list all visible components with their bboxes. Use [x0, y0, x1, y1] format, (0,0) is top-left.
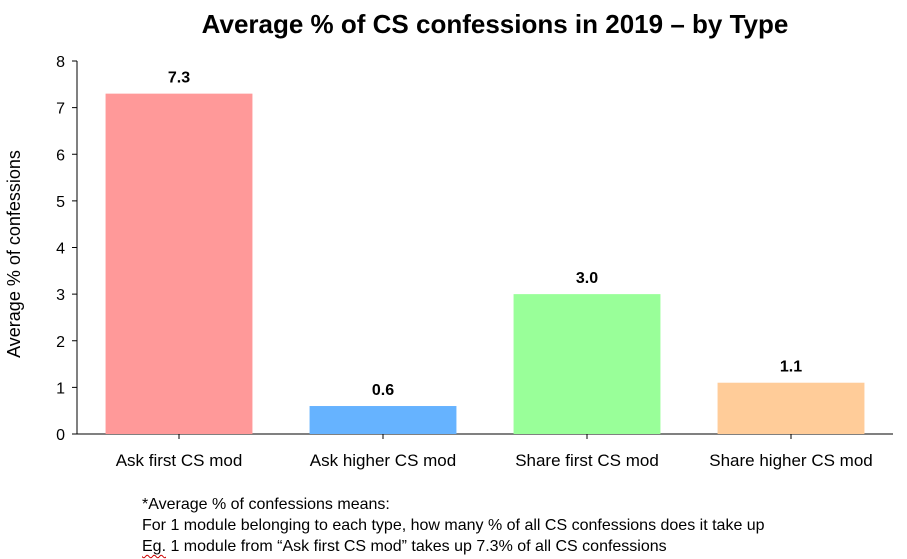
x-tick-label-3: Share first CS mod [515, 451, 659, 470]
y-tick-label-1: 1 [56, 380, 65, 397]
y-tick-label-7: 7 [56, 101, 65, 118]
footnote: *Average % of confessions means: For 1 m… [142, 494, 765, 557]
chart-title: Average % of CS confessions in 2019 – by… [202, 9, 789, 39]
footnote-eg: Eg. [142, 538, 167, 555]
y-tick-label-0: 0 [56, 427, 65, 444]
y-tick-label-6: 6 [56, 147, 65, 164]
y-tick-label-2: 2 [56, 334, 65, 351]
plot-area: 0 1 2 3 4 5 6 7 8 Ask first CS mod 7.3 Ask higher C… [56, 54, 893, 470]
y-tick-label-8: 8 [56, 54, 65, 71]
y-axis-label: Average % of confessions [4, 150, 24, 358]
footnote-line-1: *Average % of confessions means: [142, 496, 390, 513]
data-label-1: 7.3 [168, 70, 190, 87]
bar-4 [717, 382, 865, 434]
y-tick-label-5: 5 [56, 194, 65, 211]
bar-3 [513, 294, 661, 434]
y-tick-label-3: 3 [56, 287, 65, 304]
footnote-line-2: For 1 module belonging to each type, how… [142, 517, 765, 534]
bar-2 [309, 406, 457, 434]
bar-1 [105, 93, 253, 434]
x-tick-label-2: Ask higher CS mod [310, 451, 456, 470]
data-label-4: 1.1 [780, 359, 802, 376]
data-label-2: 0.6 [372, 382, 394, 399]
y-tick-label-4: 4 [56, 241, 65, 258]
footnote-line-3-text: 1 module from “Ask first CS mod” takes u… [166, 538, 667, 555]
x-tick-label-4: Share higher CS mod [709, 451, 872, 470]
data-label-3: 3.0 [576, 270, 598, 287]
footnote-line-3: Eg. 1 module from “Ask first CS mod” tak… [142, 536, 765, 557]
x-tick-label-1: Ask first CS mod [116, 451, 243, 470]
